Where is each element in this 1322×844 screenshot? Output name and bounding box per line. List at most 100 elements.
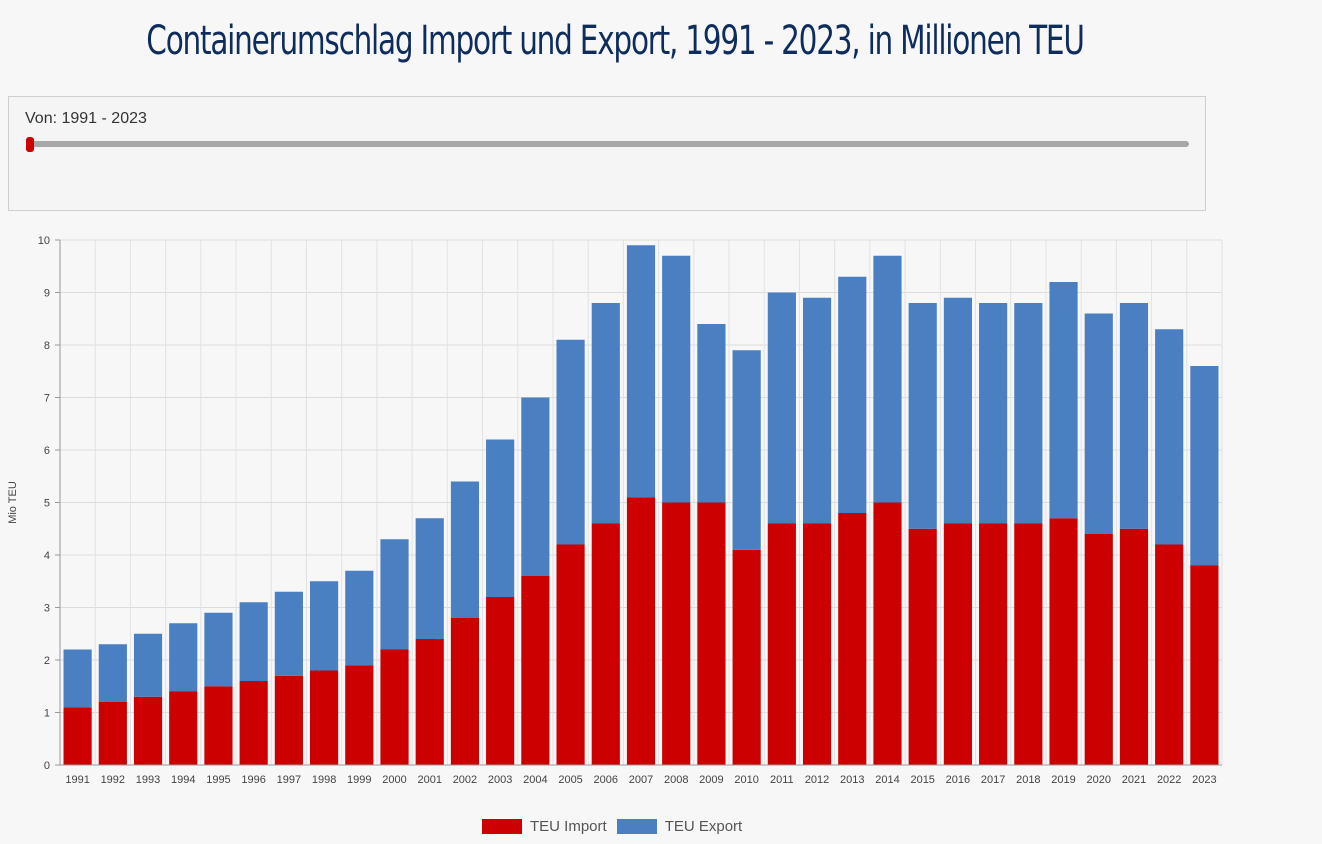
bar-import-2006[interactable] — [591, 523, 620, 766]
bar-import-2021[interactable] — [1119, 528, 1149, 765]
x-tick-label: 2011 — [770, 774, 794, 786]
bar-export-2006[interactable] — [591, 303, 620, 524]
bar-import-1996[interactable] — [239, 681, 268, 765]
x-tick-label: 1999 — [347, 774, 371, 786]
bar-import-1992[interactable] — [98, 702, 127, 765]
bar-export-2016[interactable] — [943, 297, 972, 524]
bar-import-1993[interactable] — [133, 696, 163, 765]
bar-import-2009[interactable] — [697, 502, 726, 766]
x-tick-label: 2016 — [946, 774, 970, 786]
x-tick-label: 2019 — [1051, 774, 1075, 786]
bar-export-2003[interactable] — [486, 439, 515, 598]
x-tick-label: 2013 — [840, 774, 864, 786]
page-title: Containerumschlag Import und Export, 199… — [146, 18, 1085, 64]
bar-export-2001[interactable] — [415, 518, 444, 639]
x-tick-label: 2012 — [805, 774, 829, 786]
bar-import-2016[interactable] — [943, 523, 972, 766]
legend-label-import: TEU Import — [530, 818, 607, 835]
bar-import-1994[interactable] — [169, 691, 198, 766]
x-tick-label: 1992 — [101, 774, 125, 786]
bar-export-2021[interactable] — [1119, 303, 1149, 529]
bar-import-2012[interactable] — [802, 523, 832, 766]
bar-import-2008[interactable] — [662, 502, 691, 766]
legend-item-export[interactable]: TEU Export — [616, 818, 743, 835]
bar-import-2017[interactable] — [979, 523, 1008, 766]
bar-export-2008[interactable] — [662, 255, 691, 503]
x-tick-label: 1997 — [277, 774, 301, 786]
x-tick-label: 1993 — [136, 774, 160, 786]
bar-export-2022[interactable] — [1155, 329, 1184, 545]
bar-import-2020[interactable] — [1084, 534, 1113, 765]
bar-export-2009[interactable] — [697, 324, 726, 503]
bar-export-1996[interactable] — [239, 602, 268, 681]
bar-import-2011[interactable] — [767, 523, 796, 766]
bar-import-2002[interactable] — [450, 618, 480, 765]
bar-import-2004[interactable] — [521, 576, 550, 765]
year-range-slider-handle[interactable] — [26, 137, 34, 152]
x-tick-label: 2000 — [382, 774, 406, 786]
x-tick-label: 2017 — [981, 774, 1005, 786]
bar-import-2022[interactable] — [1155, 544, 1184, 766]
stacked-bar-chart: 0 1 2 3 4 5 6 7 8 9 10 1991 1992 1993 1994 1995 1996 1997… — [7, 235, 1223, 786]
y-tick-label: 1 — [44, 708, 50, 720]
y-tick-label: 2 — [44, 655, 50, 667]
y-tick-label: 8 — [44, 340, 50, 352]
bar-export-2017[interactable] — [979, 303, 1008, 524]
bar-import-1999[interactable] — [345, 665, 374, 765]
bar-import-2015[interactable] — [908, 528, 937, 765]
bar-export-2014[interactable] — [873, 255, 902, 503]
bar-export-1992[interactable] — [98, 644, 127, 702]
bar-export-2020[interactable] — [1084, 313, 1113, 535]
bar-export-1994[interactable] — [169, 623, 198, 692]
bar-export-2012[interactable] — [802, 297, 832, 524]
y-tick-label: 9 — [44, 288, 50, 300]
year-range-slider-track[interactable] — [29, 141, 1189, 147]
bar-export-2011[interactable] — [767, 292, 796, 524]
bar-import-2010[interactable] — [732, 549, 761, 765]
bar-export-1993[interactable] — [133, 633, 163, 697]
y-tick-label: 6 — [44, 445, 50, 457]
bar-export-2005[interactable] — [556, 339, 585, 545]
bar-import-2013[interactable] — [838, 513, 867, 765]
x-tick-label: 2014 — [875, 774, 899, 786]
bar-import-1991[interactable] — [63, 707, 92, 765]
year-range-label: Von: 1991 - 2023 — [25, 110, 147, 127]
legend-swatch-import — [482, 819, 522, 834]
bar-export-2007[interactable] — [626, 245, 656, 498]
bar-import-2003[interactable] — [486, 597, 515, 765]
bar-export-1997[interactable] — [274, 591, 303, 676]
bar-import-2007[interactable] — [626, 497, 656, 765]
bar-import-2000[interactable] — [380, 649, 409, 766]
bar-export-1995[interactable] — [204, 612, 233, 687]
y-tick-label: 7 — [44, 393, 50, 405]
bar-import-2019[interactable] — [1049, 518, 1078, 765]
bar-export-2010[interactable] — [732, 350, 761, 550]
bar-export-1991[interactable] — [63, 649, 92, 708]
bar-export-2000[interactable] — [380, 539, 409, 650]
legend-label-export: TEU Export — [664, 818, 743, 835]
year-range-filter: Von: 1991 - 2023 — [8, 96, 1206, 211]
bar-export-2023[interactable] — [1190, 366, 1219, 566]
x-tick-label: 2001 — [417, 774, 441, 786]
bar-export-2002[interactable] — [450, 481, 480, 619]
bar-import-2001[interactable] — [415, 639, 444, 765]
bar-export-2015[interactable] — [908, 303, 937, 529]
bar-export-2004[interactable] — [521, 397, 550, 577]
x-tick-label: 1998 — [312, 774, 336, 786]
bar-export-1999[interactable] — [345, 570, 374, 666]
bar-import-1998[interactable] — [310, 670, 339, 766]
bar-export-2019[interactable] — [1049, 282, 1078, 519]
legend-item-import[interactable]: TEU Import — [482, 818, 607, 835]
bar-export-1998[interactable] — [310, 581, 339, 671]
x-tick-label: 2010 — [734, 774, 758, 786]
legend-swatch-export — [616, 819, 657, 834]
bar-import-2014[interactable] — [873, 502, 902, 766]
bar-import-2023[interactable] — [1190, 565, 1219, 766]
bar-import-2005[interactable] — [556, 544, 585, 766]
bar-import-1997[interactable] — [274, 675, 303, 765]
x-tick-label: 2020 — [1087, 774, 1111, 786]
bar-export-2018[interactable] — [1014, 303, 1043, 524]
bar-import-2018[interactable] — [1014, 523, 1043, 766]
bar-import-1995[interactable] — [204, 686, 233, 765]
bar-export-2013[interactable] — [838, 276, 867, 513]
